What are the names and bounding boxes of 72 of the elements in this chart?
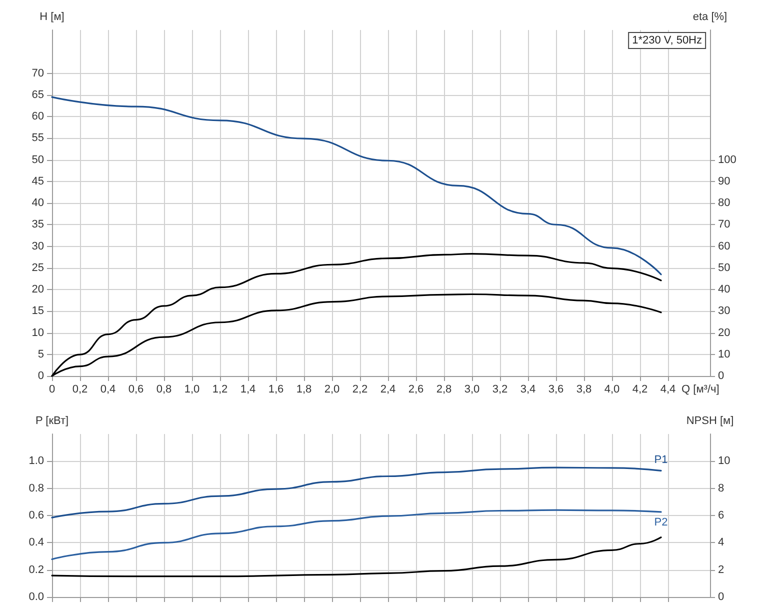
y-tick-label: 40 <box>32 197 44 209</box>
x-tick-label: 0 <box>48 384 56 396</box>
x-tick-label: 1,0 <box>184 384 200 396</box>
y-tick-label: 0.8 <box>28 482 44 494</box>
y2-tick-label: 4 <box>718 536 724 549</box>
x-tick-label: 4,4 <box>660 384 676 396</box>
x-tick-label: 1,2 <box>212 384 228 396</box>
line-series <box>51 96 662 276</box>
x-axis-title: Q [м³/ч] <box>682 384 720 396</box>
y-axis-title: H [м] <box>40 11 64 23</box>
line-series <box>51 466 662 518</box>
y-tick-label: 20 <box>32 284 44 296</box>
x-tick-label: 0,2 <box>72 384 88 396</box>
y-tick-label: 70 <box>32 67 44 80</box>
y2-tick-label: 50 <box>718 262 730 274</box>
y2-tick-label: 20 <box>718 326 730 339</box>
y2-tick-label: 70 <box>718 218 730 231</box>
y-tick-label: 0.6 <box>28 510 44 522</box>
x-tick-label: 2,2 <box>352 384 368 396</box>
y-tick-label: 0 <box>38 370 44 382</box>
y2-tick-label: 6 <box>718 510 724 522</box>
y2-axis-title: NPSH [м] <box>686 415 734 427</box>
series-label: P1 <box>654 454 668 466</box>
x-tick-label: 0,8 <box>156 384 172 396</box>
y2-tick-label: 40 <box>718 284 730 296</box>
x-tick-label: 3,0 <box>464 384 480 396</box>
y2-tick-label: 10 <box>718 455 730 468</box>
y-tick-label: 60 <box>32 110 44 122</box>
y2-tick-label: 2 <box>718 564 724 576</box>
y2-tick-label: 90 <box>718 175 730 188</box>
y-tick-label: 55 <box>32 132 44 144</box>
y2-axis-title: eta [%] <box>692 11 728 23</box>
y-tick-label: 30 <box>32 240 44 252</box>
y-tick-label: 5 <box>38 348 44 360</box>
y2-tick-label: 0 <box>718 370 724 382</box>
chart-title: 1*230 V, 50Hz <box>632 34 702 46</box>
y2-tick-label: 60 <box>718 240 730 252</box>
y-tick-label: 10 <box>32 326 44 339</box>
y2-tick-label: 8 <box>718 482 724 494</box>
line-series <box>51 536 662 578</box>
y2-tick-label: 0 <box>718 591 724 603</box>
y-axis-title: P [кВт] <box>35 415 69 427</box>
x-tick-label: 0,6 <box>128 384 144 396</box>
y2-tick-label: 10 <box>718 348 730 360</box>
x-tick-label: 4,2 <box>632 384 648 396</box>
y2-tick-label: 80 <box>718 197 730 209</box>
x-tick-label: 0,4 <box>100 384 116 396</box>
x-tick-label: 2,8 <box>436 384 452 396</box>
y-tick-label: 45 <box>32 175 44 188</box>
x-tick-label: 1,4 <box>240 384 256 396</box>
y-tick-label: 0.2 <box>28 564 44 576</box>
x-tick-label: 3,8 <box>576 384 592 396</box>
x-tick-label: 3,6 <box>548 384 564 396</box>
y-tick-label: 50 <box>32 154 44 166</box>
x-tick-label: 4,0 <box>604 384 620 396</box>
y-tick-label: 35 <box>32 218 44 231</box>
y-tick-label: 0.4 <box>28 536 44 549</box>
x-tick-label: 2,4 <box>380 384 396 396</box>
x-tick-label: 1,8 <box>296 384 312 396</box>
x-tick-label: 3,2 <box>492 384 508 396</box>
x-tick-label: 2,0 <box>324 384 340 396</box>
series-label: P2 <box>654 516 668 528</box>
y2-tick-label: 100 <box>718 154 736 166</box>
y-tick-label: 25 <box>32 262 44 274</box>
y-tick-label: 0.0 <box>28 591 44 603</box>
x-tick-label: 2,6 <box>408 384 424 396</box>
x-tick-label: 1,6 <box>268 384 284 396</box>
y-tick-label: 1.0 <box>28 455 44 468</box>
x-tick-label: 3,4 <box>520 384 536 396</box>
y-tick-label: 65 <box>32 88 44 101</box>
y2-tick-label: 30 <box>718 305 730 318</box>
y-tick-label: 15 <box>32 305 44 318</box>
